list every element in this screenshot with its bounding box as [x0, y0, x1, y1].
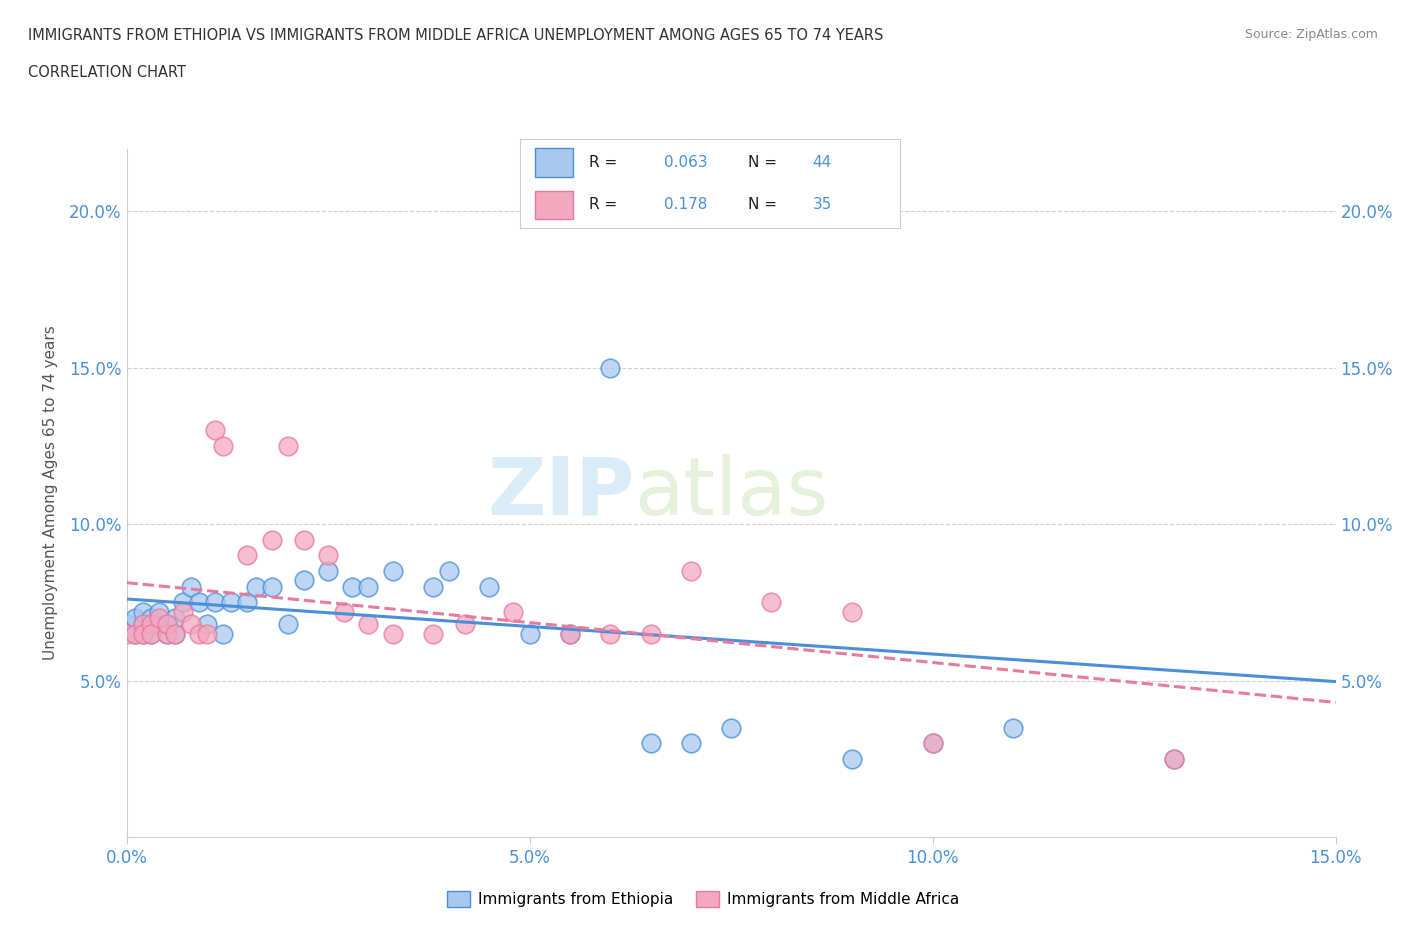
Point	[502, 604, 524, 619]
Point	[245, 579, 267, 594]
Point	[172, 595, 194, 610]
Text: CORRELATION CHART: CORRELATION CHART	[28, 65, 186, 80]
Point	[841, 751, 863, 766]
Point	[195, 626, 218, 641]
Point	[139, 617, 162, 631]
Point	[236, 595, 259, 610]
Point	[236, 548, 259, 563]
Point	[180, 617, 202, 631]
Point	[188, 626, 211, 641]
Point	[422, 579, 444, 594]
Y-axis label: Unemployment Among Ages 65 to 74 years: Unemployment Among Ages 65 to 74 years	[44, 326, 58, 660]
Point	[640, 736, 662, 751]
Point	[381, 626, 404, 641]
Point	[115, 617, 138, 631]
Point	[180, 579, 202, 594]
Point	[260, 532, 283, 547]
Point	[156, 617, 179, 631]
Point	[357, 617, 380, 631]
Point	[841, 604, 863, 619]
Point	[1002, 720, 1025, 735]
Text: IMMIGRANTS FROM ETHIOPIA VS IMMIGRANTS FROM MIDDLE AFRICA UNEMPLOYMENT AMONG AGE: IMMIGRANTS FROM ETHIOPIA VS IMMIGRANTS F…	[28, 28, 883, 43]
Point	[139, 626, 162, 641]
Point	[333, 604, 356, 619]
Point	[357, 579, 380, 594]
Point	[640, 626, 662, 641]
Point	[221, 595, 243, 610]
Text: N =: N =	[748, 155, 782, 170]
Point	[921, 736, 943, 751]
Point	[195, 617, 218, 631]
FancyBboxPatch shape	[536, 149, 574, 177]
Point	[163, 626, 186, 641]
Point	[156, 626, 179, 641]
Text: R =: R =	[589, 155, 621, 170]
Point	[131, 617, 153, 631]
Text: atlas: atlas	[634, 454, 828, 532]
Point	[131, 626, 153, 641]
Text: ZIP: ZIP	[486, 454, 634, 532]
Point	[139, 626, 162, 641]
Point	[558, 626, 581, 641]
Point	[454, 617, 477, 631]
Point	[342, 579, 364, 594]
Point	[292, 532, 315, 547]
Point	[679, 736, 702, 751]
Point	[316, 548, 339, 563]
Point	[277, 439, 299, 454]
Point	[761, 595, 783, 610]
Point	[381, 564, 404, 578]
Point	[131, 617, 153, 631]
FancyBboxPatch shape	[536, 191, 574, 219]
Point	[204, 595, 226, 610]
Point	[163, 611, 186, 626]
Text: Source: ZipAtlas.com: Source: ZipAtlas.com	[1244, 28, 1378, 41]
Point	[124, 626, 146, 641]
Point	[599, 626, 621, 641]
Point	[204, 423, 226, 438]
Point	[1163, 751, 1185, 766]
Point	[115, 626, 138, 641]
Point	[172, 604, 194, 619]
Point	[437, 564, 460, 578]
Point	[316, 564, 339, 578]
Point	[292, 573, 315, 588]
Point	[1163, 751, 1185, 766]
Point	[212, 439, 235, 454]
Point	[148, 604, 170, 619]
Point	[156, 617, 179, 631]
Point	[148, 611, 170, 626]
Point	[148, 617, 170, 631]
Point	[679, 564, 702, 578]
Point	[124, 626, 146, 641]
Point	[139, 611, 162, 626]
Point	[163, 626, 186, 641]
Point	[519, 626, 541, 641]
Point	[478, 579, 501, 594]
Point	[131, 604, 153, 619]
Point	[761, 204, 783, 219]
Point	[422, 626, 444, 641]
Text: 35: 35	[813, 197, 832, 212]
Point	[131, 626, 153, 641]
Point	[720, 720, 742, 735]
Text: 0.178: 0.178	[665, 197, 707, 212]
Text: 44: 44	[813, 155, 832, 170]
Text: 0.063: 0.063	[665, 155, 709, 170]
Point	[260, 579, 283, 594]
Legend: Immigrants from Ethiopia, Immigrants from Middle Africa: Immigrants from Ethiopia, Immigrants fro…	[441, 884, 965, 913]
Point	[156, 626, 179, 641]
Point	[212, 626, 235, 641]
Point	[277, 617, 299, 631]
Point	[558, 626, 581, 641]
Point	[188, 595, 211, 610]
Point	[599, 360, 621, 375]
Point	[921, 736, 943, 751]
Text: N =: N =	[748, 197, 782, 212]
Text: R =: R =	[589, 197, 621, 212]
Point	[124, 611, 146, 626]
